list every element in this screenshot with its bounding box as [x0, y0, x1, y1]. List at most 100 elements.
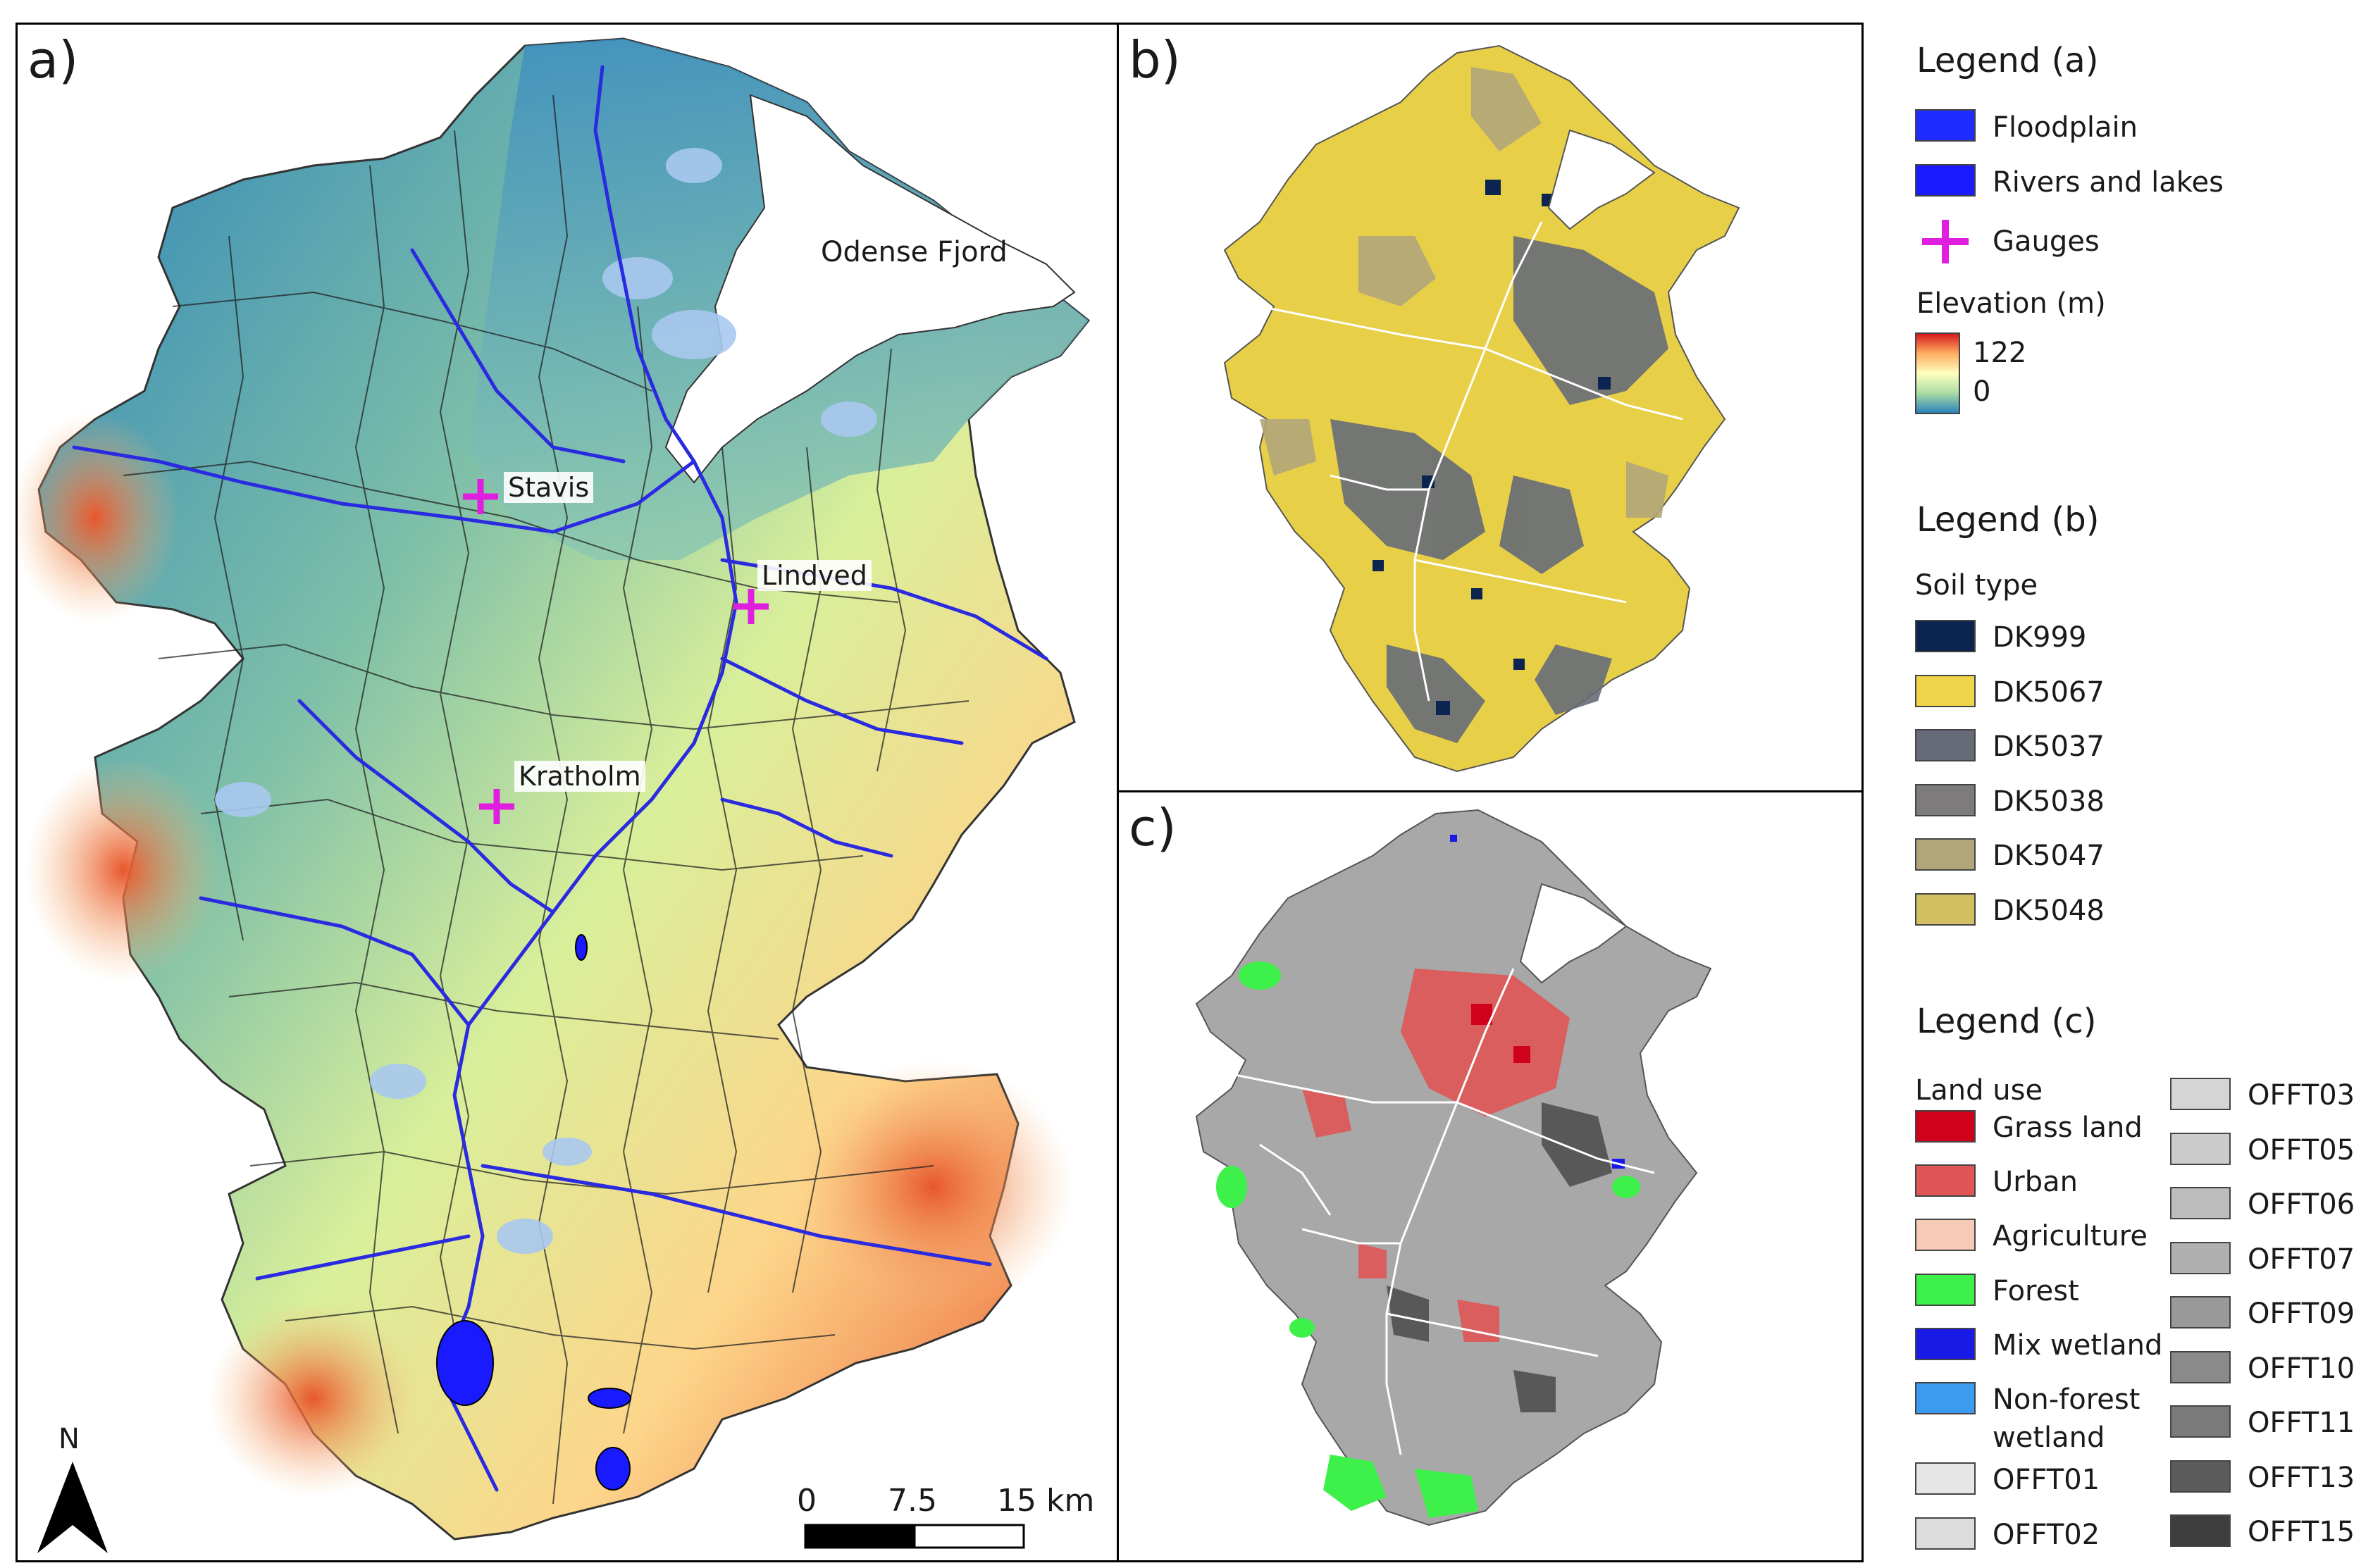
legend-c-item-label: OFFT11	[2248, 1407, 2355, 1439]
legend-c-item-label: OFFT13	[2248, 1461, 2355, 1494]
scalebar-label-0: 0	[797, 1483, 817, 1519]
gauge-kratholm	[479, 789, 514, 824]
legend-c-item-swatch	[2170, 1350, 2231, 1383]
legend-c-item-swatch	[1915, 1219, 1976, 1251]
panel-c-label: c)	[1129, 798, 1177, 857]
legend-a-label-gauges: Gauges	[1993, 225, 2100, 258]
scalebar-black	[804, 1524, 916, 1549]
legend-c-item-label: OFFT07	[2248, 1243, 2355, 1276]
legend-b-item-swatch	[1915, 620, 1976, 652]
scalebar-label-end: 15 km	[997, 1483, 1095, 1519]
legend-c-item-label: Non-forest	[1993, 1383, 2140, 1416]
legend-c-item-label: OFFT03	[2248, 1079, 2355, 1112]
legend-a-title: Legend (a)	[1916, 41, 2099, 80]
legend-c-item-label: Agriculture	[1993, 1220, 2148, 1252]
legend-c-item-swatch	[2170, 1241, 2231, 1274]
highland-west	[18, 412, 180, 623]
legend-b-item-swatch	[1915, 892, 1976, 926]
legend-c-item-label: Mix wetland	[1993, 1329, 2163, 1362]
legend-c-subtitle: Land use	[1915, 1074, 2043, 1107]
legend-c-item-swatch	[1915, 1328, 1976, 1360]
highland-southeast	[793, 1060, 1074, 1314]
landuse-urban	[1302, 969, 1570, 1342]
legend-c-item-label: OFFT10	[2248, 1352, 2355, 1385]
legend-c-item-label: OFFT06	[2248, 1188, 2355, 1221]
scalebar-label-mid: 7.5	[888, 1483, 937, 1519]
legend-b-item-label: DK5067	[1993, 676, 2105, 709]
landuse-map	[1195, 809, 1712, 1526]
panel-b-label: b)	[1129, 30, 1181, 89]
north-arrow-icon	[37, 1462, 108, 1553]
soil-rivers	[1259, 221, 1683, 702]
legend-c-item-swatch	[2170, 1078, 2231, 1110]
landuse-dark	[1387, 1102, 1612, 1412]
legend-b-item-swatch	[1915, 783, 1976, 816]
legend-b-item-swatch	[1915, 729, 1976, 761]
legend-c-item-swatch	[2170, 1187, 2231, 1219]
legend-b-item-label: DK5047	[1993, 840, 2105, 872]
soil-catchment	[1223, 44, 1740, 773]
gauge-label-lindved: Lindved	[757, 560, 872, 591]
soil-patches-tan	[1260, 67, 1668, 518]
legend-b-item-swatch	[1915, 674, 1976, 707]
fjord-label: Odense Fjord	[821, 236, 1008, 268]
legend-c-item-label: Urban	[1993, 1166, 2078, 1198]
legend-c-item-label: OFFT02	[1993, 1519, 2100, 1551]
landuse-grass	[1471, 1004, 1530, 1063]
legend-c-item-label: OFFT15	[2248, 1516, 2355, 1548]
legend-c-item-swatch	[2170, 1514, 2231, 1547]
scalebar-white	[913, 1524, 1025, 1549]
legend-c-item-swatch	[1915, 1517, 1976, 1550]
legend-c-item-swatch	[1915, 1274, 1976, 1306]
legend-c-title: Legend (c)	[1916, 1002, 2097, 1041]
river-network	[72, 65, 1048, 1492]
gauge-label-stavis: Stavis	[504, 472, 594, 503]
lake-east	[588, 1388, 631, 1409]
highland-southwest	[25, 757, 222, 983]
legend-c-item-label: OFFT09	[2248, 1298, 2355, 1330]
gauge-lindved	[733, 589, 769, 624]
soil-patches-grey	[1330, 236, 1668, 743]
legend-c-item-label: OFFT05	[2248, 1133, 2355, 1166]
legend-b-item-label: DK5038	[1993, 785, 2105, 818]
legend-c-item-swatch	[2170, 1460, 2231, 1493]
legend-b-subtitle: Soil type	[1915, 569, 2038, 602]
legend-c-item-swatch	[1915, 1164, 1976, 1197]
landuse-fjord	[1519, 883, 1628, 984]
floodplain-patches	[215, 148, 877, 1254]
legend-c-item-label: Grass land	[1993, 1112, 2143, 1144]
legend-a-label-rivers: Rivers and lakes	[1993, 166, 2224, 199]
panel-c-landuse-map: c)	[1117, 790, 1864, 1562]
panel-b-soil-map: b)	[1117, 23, 1864, 793]
legend-a-swatch-floodplain	[1915, 109, 1976, 142]
highland-south	[208, 1300, 419, 1497]
legend-a-elevation-title: Elevation (m)	[1916, 287, 2106, 320]
legend-a-swatch-rivers	[1915, 164, 1976, 197]
odense-fjord-water	[664, 94, 1076, 484]
lake-large	[436, 1320, 494, 1406]
landuse-rivers	[1231, 968, 1655, 1455]
gauge-stavis	[463, 479, 498, 514]
soil-fjord	[1547, 129, 1656, 230]
lake-south	[595, 1447, 631, 1491]
lake-small	[575, 934, 588, 961]
landuse-catchment	[1195, 809, 1712, 1526]
subcatchment-boundaries	[123, 94, 969, 1505]
legend-c-item-label: Forest	[1993, 1275, 2079, 1307]
legend-c-item-swatch	[2170, 1296, 2231, 1329]
legend-b-item-swatch	[1915, 838, 1976, 871]
legend-c-item-swatch	[2170, 1405, 2231, 1438]
soil-map	[1223, 44, 1740, 773]
legend-c-item-swatch	[2170, 1132, 2231, 1165]
legend-a-gauge-icon	[1922, 220, 1969, 263]
panel-a-label: a)	[27, 30, 79, 89]
legend-c-item-swatch	[1915, 1462, 1976, 1495]
legend-a-label-floodplain: Floodplain	[1993, 111, 2138, 144]
legend-c-item-label: OFFT01	[1993, 1464, 2100, 1496]
legend-b-item-label: DK999	[1993, 621, 2087, 654]
legend-c-item-swatch	[1915, 1382, 1976, 1414]
legend-b-item-label: DK5037	[1993, 730, 2105, 763]
legend-b-item-label: DK5048	[1993, 894, 2105, 927]
legend-a-elevation-max: 122	[1973, 337, 2027, 369]
legend-c-item-label-line2: wetland	[1993, 1421, 2105, 1454]
